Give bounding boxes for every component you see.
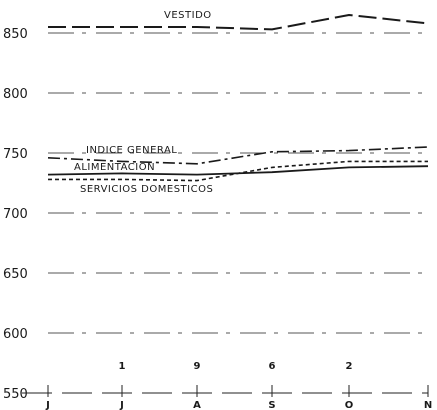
- y-tick-label-550: 550: [3, 387, 28, 402]
- y-tick-label-800: 800: [3, 87, 28, 102]
- x-category-label-1: J: [119, 400, 124, 410]
- y-tick-label-600: 600: [3, 327, 28, 342]
- x-category-label-2: A: [193, 400, 201, 410]
- series-line-1: [47, 146, 429, 165]
- year-marker-0: 1: [119, 361, 126, 372]
- series-label-2: ALIMENTACION: [74, 162, 155, 173]
- y-tick-label-850: 850: [3, 27, 28, 42]
- series-line-3: [48, 160, 428, 182]
- x-category-label-0: J: [45, 400, 50, 410]
- year-marker-3: 2: [346, 361, 353, 372]
- series-labels: VESTIDO INDICE GENERAL ALIMENTACION SERVICI…: [74, 10, 213, 195]
- gridlines: [48, 32, 428, 334]
- series-label-1: INDICE GENERAL: [86, 145, 177, 156]
- x-category-label-5: N: [424, 400, 432, 410]
- series-line-2: [47, 165, 429, 176]
- series-label-0: VESTIDO: [164, 10, 212, 21]
- year-marker-1: 9: [194, 361, 201, 372]
- year-marker-2: 6: [269, 361, 276, 372]
- series-label-3: SERVICIOS DOMESTICOS: [80, 184, 213, 195]
- x-category-label-3: S: [268, 400, 275, 410]
- x-axis: J J A S O N 1 9 6 2: [22, 361, 432, 410]
- series-line-0: [48, 14, 429, 31]
- y-axis-ticks: 850 800 750 700 650 600 550: [3, 27, 28, 402]
- x-category-label-4: O: [345, 400, 354, 410]
- series-lines: [47, 14, 429, 182]
- y-tick-label-750: 750: [3, 147, 28, 162]
- y-tick-label-700: 700: [3, 207, 28, 222]
- y-tick-label-650: 650: [3, 267, 28, 282]
